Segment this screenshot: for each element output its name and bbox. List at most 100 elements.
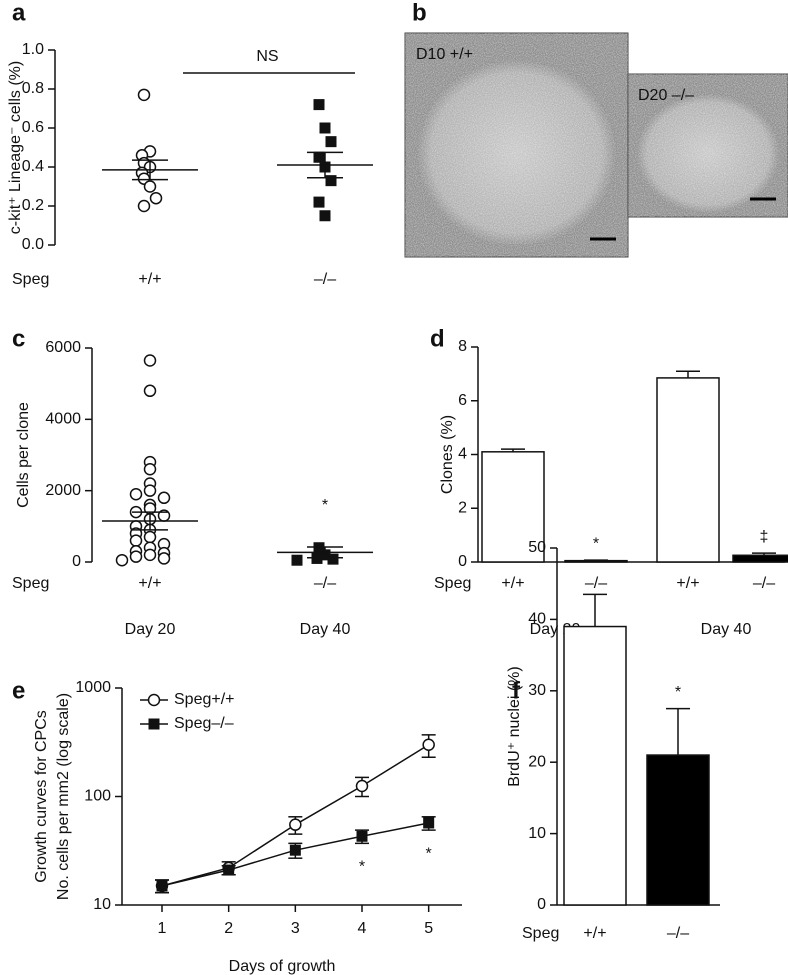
y-tick-label: 2000: [45, 482, 81, 499]
data-point: [223, 864, 235, 876]
bar: [481, 451, 545, 563]
category-label: +/+: [501, 575, 524, 592]
image-label: D10 +/+: [416, 46, 473, 63]
legend-marker: [147, 693, 161, 707]
category-label: –/–: [667, 925, 689, 942]
data-point: [115, 553, 129, 567]
image-label: D20 –/–: [638, 87, 694, 104]
data-point: [149, 191, 163, 205]
bar: [563, 625, 627, 906]
data-point: [355, 779, 369, 793]
group-label: Day 20: [125, 621, 176, 638]
data-point: [129, 534, 143, 547]
data-point: [156, 880, 168, 892]
y-axis-label: c-kit⁺ Lineage⁻ cells (%): [7, 61, 24, 234]
y-tick-label: 0.4: [22, 158, 44, 175]
category-label: +/+: [138, 575, 161, 592]
y-tick-label: 0: [537, 896, 546, 913]
category-label: –/–: [585, 575, 607, 592]
y-tick-label: 100: [84, 788, 111, 805]
category-label: +/+: [676, 575, 699, 592]
y-tick-label: 0: [458, 553, 467, 570]
texture: [405, 33, 628, 257]
significance-mark: *: [322, 497, 328, 514]
data-point: [143, 484, 157, 497]
data-point: [143, 548, 157, 562]
data-point: [143, 463, 157, 476]
category-label: –/–: [314, 575, 336, 592]
category-label: –/–: [314, 271, 336, 288]
y-tick-label: 4: [458, 446, 467, 463]
y-tick-label: 30: [528, 682, 546, 699]
data-point: [325, 136, 337, 148]
y-tick-label: 0.2: [22, 197, 44, 214]
legend-marker: [148, 718, 160, 730]
data-point: [356, 830, 368, 842]
data-point: [143, 530, 157, 544]
row-label: Speg: [434, 575, 471, 592]
x-axis-label: Days of growth: [229, 958, 336, 975]
comparison-label: NS: [256, 48, 278, 65]
data-point: [327, 553, 339, 565]
data-point: [422, 738, 435, 751]
bar: [564, 559, 628, 563]
data-point: [143, 354, 157, 367]
data-point: [313, 151, 325, 163]
data-point: [325, 175, 337, 187]
x-tick-label: 4: [358, 920, 367, 937]
panel-label: e: [12, 677, 25, 704]
legend-label: Speg+/+: [174, 691, 235, 708]
category-label: –/–: [753, 575, 775, 592]
y-tick-label: 0: [72, 553, 81, 570]
row-label: Speg: [522, 925, 559, 942]
significance-mark: *: [593, 535, 599, 552]
panel-label: f: [512, 677, 521, 704]
panel-label: d: [430, 325, 445, 352]
panel-label: b: [412, 0, 427, 26]
y-tick-label: 50: [528, 539, 546, 556]
row-label: Speg: [12, 271, 49, 288]
category-label: +/+: [583, 925, 606, 942]
y-tick-label: 6000: [45, 339, 81, 356]
panel-label: a: [12, 0, 26, 26]
data-point: [157, 491, 171, 505]
category-label: +/+: [138, 271, 161, 288]
legend-label: Speg–/–: [174, 715, 234, 732]
panel-label: c: [12, 325, 25, 352]
data-point: [313, 196, 325, 208]
x-tick-label: 1: [158, 920, 167, 937]
row-label: Speg: [12, 575, 49, 592]
bar: [656, 377, 720, 563]
y-tick-label: 1000: [75, 679, 111, 696]
group-label: Day 40: [701, 621, 752, 638]
y-axis-label: No. cells per mm2 (log scale): [55, 693, 72, 900]
y-tick-label: 6: [458, 392, 467, 409]
data-point: [319, 210, 331, 222]
series-line: [161, 744, 430, 887]
data-point: [129, 550, 143, 563]
bar: [732, 554, 788, 563]
data-point: [291, 554, 303, 566]
y-tick-label: 4000: [45, 411, 81, 428]
y-tick-label: 10: [528, 825, 546, 842]
significance-mark: *: [359, 859, 365, 876]
x-tick-label: 5: [424, 920, 433, 937]
y-tick-label: 10: [93, 896, 111, 913]
significance-mark: *: [675, 684, 681, 701]
group-label: Day 40: [300, 621, 351, 638]
y-tick-label: 2: [458, 499, 467, 516]
y-tick-label: 8: [458, 338, 467, 355]
bar: [646, 754, 710, 906]
data-point: [137, 199, 151, 213]
data-point: [423, 817, 435, 829]
y-axis-label: BrdU⁺ nuclei (%): [506, 666, 523, 786]
data-point: [143, 180, 157, 193]
y-tick-label: 20: [528, 753, 546, 770]
x-tick-label: 2: [224, 920, 233, 937]
y-axis-label: Cells per clone: [15, 402, 32, 508]
data-point: [289, 844, 301, 856]
y-axis-label: Growth curves for CPCs: [33, 710, 50, 882]
significance-mark: *: [426, 845, 432, 862]
significance-mark: ‡: [760, 528, 769, 545]
